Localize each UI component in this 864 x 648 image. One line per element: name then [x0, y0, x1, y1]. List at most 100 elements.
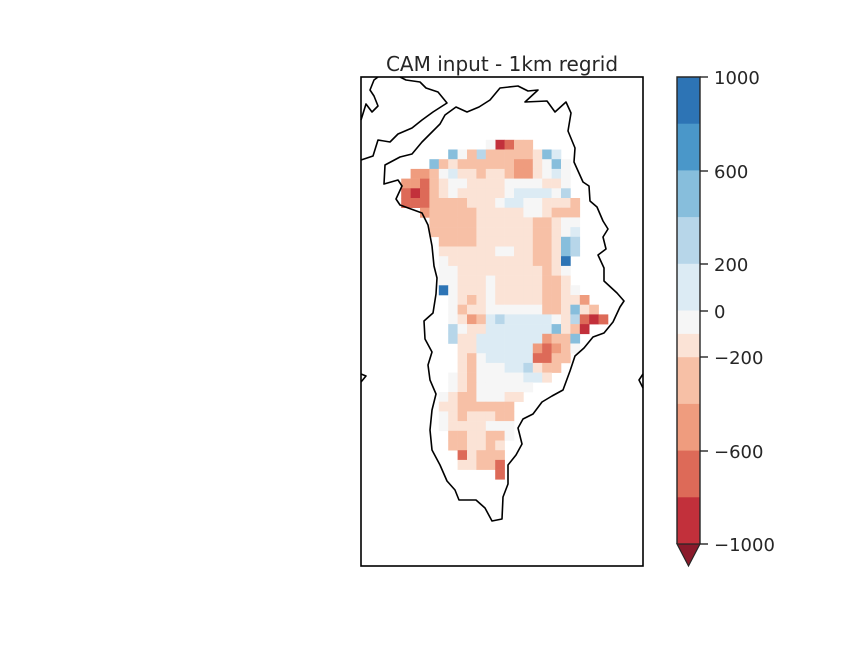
heatmap-cell [504, 198, 515, 208]
heatmap-cell [429, 217, 440, 228]
heatmap-cell [467, 353, 477, 364]
heatmap-cell [438, 401, 449, 412]
heatmap-cell [429, 198, 440, 208]
heatmap-cell [495, 256, 505, 267]
heatmap-cell [523, 324, 534, 335]
heatmap-cell [448, 421, 458, 432]
heatmap-cell [448, 295, 458, 305]
heatmap-cell [561, 314, 571, 325]
heatmap-cell [457, 440, 468, 451]
colorbar-bin [677, 357, 700, 405]
heatmap-cell [551, 343, 562, 354]
heatmap-cell [551, 198, 562, 208]
colorbar-tick-label: 1000 [714, 68, 760, 89]
heatmap-cell [561, 333, 571, 344]
heatmap-cell [495, 304, 505, 315]
heatmap-cell [448, 285, 458, 296]
heatmap-cell [457, 217, 468, 228]
heatmap-cell [485, 217, 496, 228]
heatmap-cell [561, 236, 571, 247]
heatmap-cell [551, 295, 562, 305]
heatmap-cell [457, 198, 468, 208]
heatmap-cell [485, 401, 496, 412]
heatmap-cell [485, 459, 496, 470]
colorbar-tick-label: −600 [714, 442, 763, 463]
heatmap-cell [457, 343, 468, 354]
heatmap-cell [495, 392, 505, 402]
heatmap-cell [495, 198, 505, 208]
heatmap-cell [457, 324, 468, 335]
heatmap-cell [504, 265, 515, 276]
heatmap-cell [457, 304, 468, 315]
heatmap-cell [514, 256, 524, 267]
heatmap-cell [523, 178, 534, 189]
heatmap-cell [485, 265, 496, 276]
heatmap-cell [523, 343, 534, 354]
heatmap-cell [523, 372, 534, 383]
heatmap-cell [438, 256, 449, 267]
heatmap-cell [485, 159, 496, 170]
heatmap-cell [485, 392, 496, 402]
heatmap-cell [495, 236, 505, 247]
colorbar: 1000 600 200 0 −200 −600 −1000 [676, 68, 775, 568]
heatmap-cell [504, 168, 515, 179]
heatmap-cell [495, 459, 505, 470]
heatmap-cell [448, 207, 458, 218]
heatmap-cell [429, 159, 440, 170]
heatmap-cell [495, 227, 505, 238]
heatmap-cell [523, 295, 534, 305]
heatmap-cell [457, 362, 468, 373]
heatmap-cell [514, 168, 524, 179]
heatmap-cell [485, 324, 496, 335]
heatmap-cell [561, 275, 571, 286]
heatmap-cell [476, 207, 487, 218]
heatmap-cell [476, 382, 487, 393]
heatmap-cell [514, 275, 524, 286]
heatmap-cell [523, 139, 534, 150]
colorbar-bin [677, 123, 700, 171]
heatmap-cell [532, 372, 543, 383]
heatmap-cell [476, 401, 487, 412]
heatmap-cell [495, 207, 505, 218]
heatmap-cell [514, 392, 524, 402]
colorbar-bin [677, 310, 700, 335]
heatmap-cell [514, 227, 524, 238]
heatmap-cell [476, 265, 487, 276]
heatmap-cell [523, 198, 534, 208]
heatmap-cell [561, 217, 571, 228]
greenland-coastline [383, 85, 625, 522]
heatmap-cell [476, 362, 487, 373]
heatmap-cell [551, 304, 562, 315]
heatmap-cell [561, 343, 571, 354]
heatmap-cell [551, 353, 562, 364]
heatmap-cell [457, 236, 468, 247]
heatmap-cell [457, 450, 468, 461]
heatmap-cell [476, 430, 487, 441]
heatmap-cell [438, 236, 449, 247]
colorbar-tick-label: 600 [714, 162, 748, 183]
heatmap-cell [495, 246, 505, 257]
heatmap-cell [495, 275, 505, 286]
heatmap-cell [476, 343, 487, 354]
heatmap-cell [551, 285, 562, 296]
heatmap-cell [485, 188, 496, 199]
heatmap-cell [448, 265, 458, 276]
heatmap-cell [570, 217, 581, 228]
heatmap-cell [523, 362, 534, 373]
heatmap-cell [514, 353, 524, 364]
heatmap-cell [551, 246, 562, 257]
heatmap-cell [551, 168, 562, 179]
heatmap-cell [476, 236, 487, 247]
heatmap-cell [514, 304, 524, 315]
heatmap-cell [523, 265, 534, 276]
heatmap-cell [514, 178, 524, 189]
heatmap-cell [485, 236, 496, 247]
heatmap-cell [438, 207, 449, 218]
heatmap-cell [448, 236, 458, 247]
heatmap-cell [467, 265, 477, 276]
heatmap-cell [542, 227, 552, 238]
heatmap-cell [476, 459, 487, 470]
heatmap-cell [448, 430, 458, 441]
heatmap-cell [485, 343, 496, 354]
heatmap-cell [457, 227, 468, 238]
